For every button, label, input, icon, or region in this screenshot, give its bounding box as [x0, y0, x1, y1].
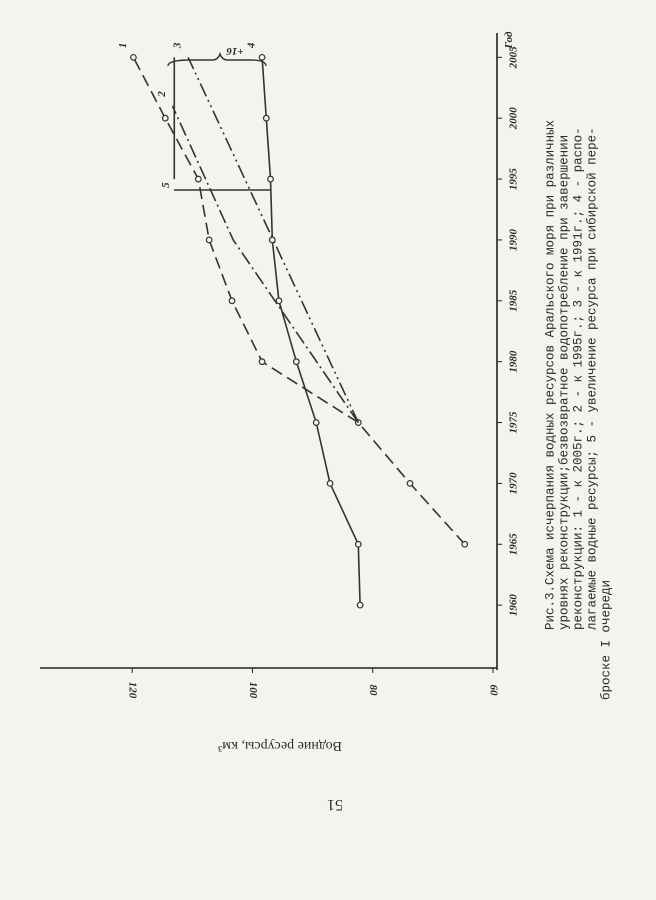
legend-label: 3	[172, 42, 184, 49]
x-tick-label: 1960	[508, 594, 520, 617]
point	[228, 297, 236, 305]
caption-line: броске I очереди	[599, 580, 613, 700]
series-line	[171, 105, 359, 423]
point	[292, 358, 300, 366]
x-tick-label: 1965	[508, 533, 520, 556]
caption-line: уровнях реконструкции;безвозвратное водо…	[557, 135, 571, 630]
caption-line: Рис.3.Схема исчерпания водных ресурсов А…	[543, 120, 557, 630]
series-line	[261, 57, 361, 606]
point	[194, 175, 202, 183]
y-tick-label: 120	[127, 682, 139, 699]
point	[268, 236, 276, 244]
y-tick-label: 60	[487, 685, 499, 697]
point	[406, 480, 414, 487]
y-tick-label: 80	[367, 685, 379, 697]
point	[161, 114, 169, 122]
x-tick-label: 2000	[508, 107, 520, 131]
x-axis-label: Год	[503, 31, 515, 49]
y-axis-label: Водние ресурсы, км³	[218, 738, 342, 753]
point	[356, 601, 364, 609]
point	[312, 419, 320, 426]
caption-line: реконструкции: 1 - к 2005г.; 2 - к 1995г…	[571, 127, 585, 630]
legend-label: 1	[117, 43, 129, 49]
brace	[167, 51, 267, 67]
x-tick-label: 2005	[508, 46, 520, 70]
page-number: 51	[327, 796, 343, 813]
x-tick-label: 1980	[508, 350, 520, 373]
point	[258, 358, 266, 366]
point	[354, 540, 362, 548]
point	[258, 53, 266, 61]
point	[129, 53, 137, 61]
point	[275, 297, 283, 305]
legend-label: 5	[160, 182, 172, 188]
y-tick-label: 100	[247, 682, 259, 699]
series-line	[187, 57, 360, 423]
point	[205, 236, 213, 244]
point	[267, 175, 274, 183]
annotation: +16	[226, 45, 244, 57]
x-tick-label: 1995	[508, 168, 520, 191]
x-tick-label: 1990	[508, 228, 520, 251]
x-tick-label: 1970	[508, 472, 520, 495]
caption-line: лагаемые водные ресурсы; 5 - увеличение …	[585, 127, 599, 630]
x-tick-label: 1985	[508, 289, 520, 312]
point	[461, 540, 469, 548]
point	[262, 114, 270, 122]
legend-label: 4	[246, 42, 258, 49]
x-tick-label: 1975	[508, 411, 520, 434]
legend-label: 2	[156, 91, 168, 98]
point	[326, 480, 334, 487]
